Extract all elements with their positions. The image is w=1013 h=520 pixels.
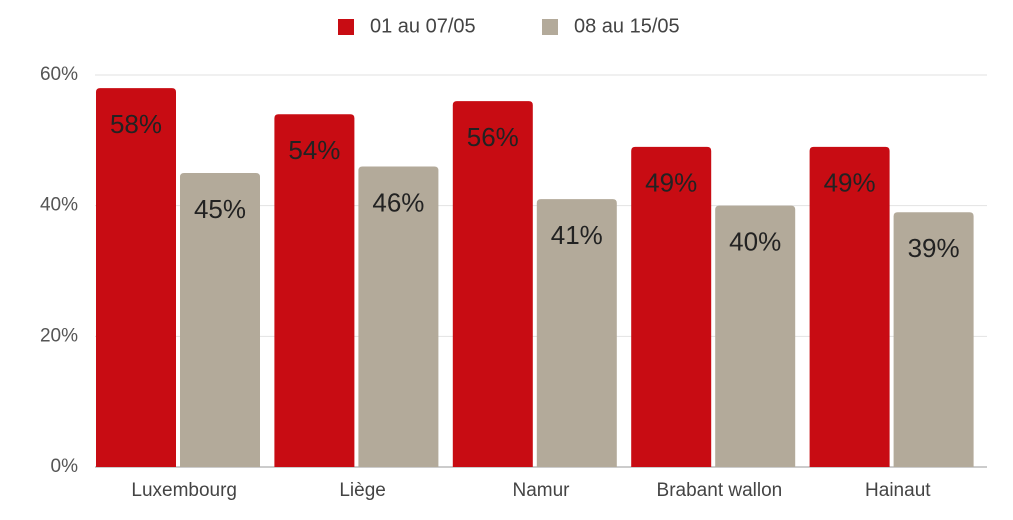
y-tick-label: 0% xyxy=(51,456,79,477)
bar xyxy=(809,146,890,467)
data-label: 45% xyxy=(194,194,246,224)
x-tick-label: Luxembourg xyxy=(131,480,237,501)
legend-swatch xyxy=(542,19,558,35)
data-label: 56% xyxy=(467,122,519,152)
bar xyxy=(536,199,617,467)
data-label: 41% xyxy=(551,220,603,250)
y-tick-label: 60% xyxy=(40,64,78,85)
legend-label: 01 au 07/05 xyxy=(370,15,476,37)
y-tick-label: 20% xyxy=(40,325,78,346)
x-tick-label: Brabant wallon xyxy=(657,480,783,501)
legend-label: 08 au 15/05 xyxy=(574,15,680,37)
legend-swatch xyxy=(338,19,354,35)
bar xyxy=(715,205,796,467)
bar xyxy=(358,166,439,467)
bar xyxy=(180,173,260,467)
data-label: 54% xyxy=(288,135,340,165)
data-label: 49% xyxy=(645,168,697,198)
data-label: 58% xyxy=(110,109,162,139)
y-tick-label: 40% xyxy=(40,195,78,216)
x-tick-label: Hainaut xyxy=(865,480,931,501)
bar xyxy=(274,114,355,467)
data-label: 39% xyxy=(908,233,960,263)
x-tick-label: Liège xyxy=(339,480,386,501)
data-label: 49% xyxy=(824,168,876,198)
bar xyxy=(96,88,176,468)
data-label: 40% xyxy=(729,227,781,257)
x-tick-label: Namur xyxy=(512,480,570,501)
bar xyxy=(631,146,712,467)
bar xyxy=(452,101,533,467)
bar xyxy=(893,212,974,467)
data-label: 46% xyxy=(372,187,424,217)
